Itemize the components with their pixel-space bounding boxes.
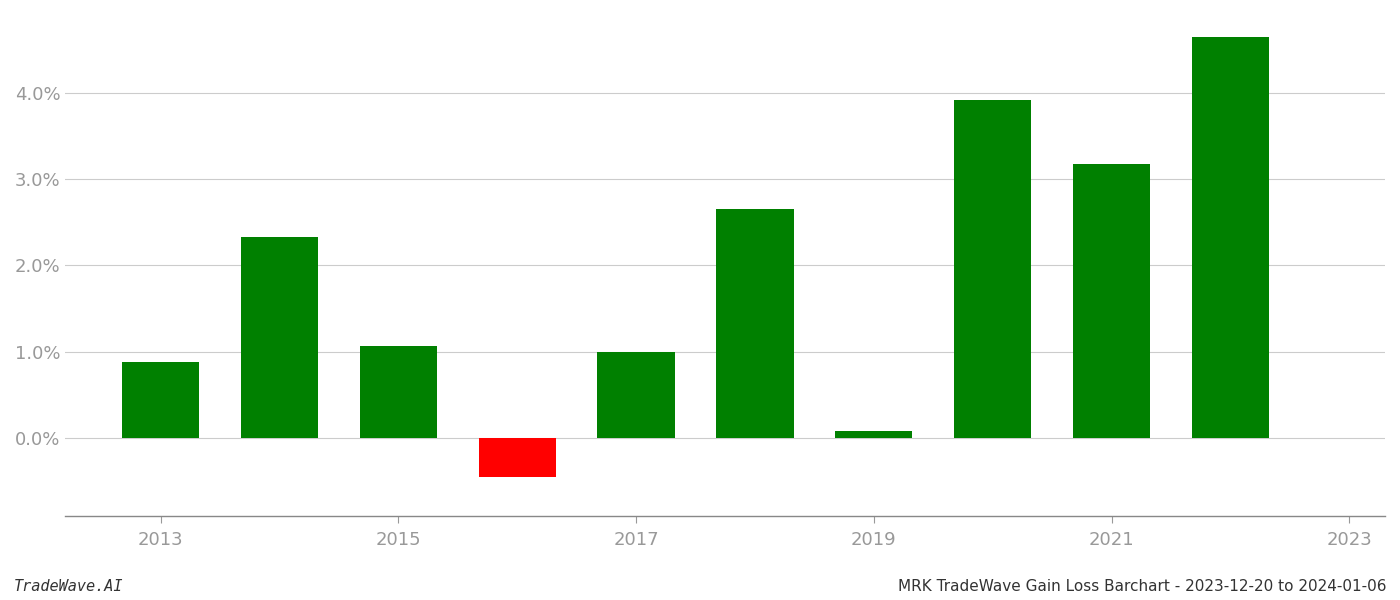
Bar (1072, 164, 1151, 438)
Bar (1191, 37, 1268, 438)
Text: TradeWave.AI: TradeWave.AI (14, 579, 123, 594)
Text: MRK TradeWave Gain Loss Barchart - 2023-12-20 to 2024-01-06: MRK TradeWave Gain Loss Barchart - 2023-… (897, 579, 1386, 594)
Bar (717, 209, 794, 438)
Bar (122, 362, 199, 438)
Bar (953, 100, 1032, 438)
Bar (479, 438, 556, 477)
Bar (241, 237, 318, 438)
Bar (598, 352, 675, 438)
Bar (360, 346, 437, 438)
Bar (836, 431, 913, 438)
